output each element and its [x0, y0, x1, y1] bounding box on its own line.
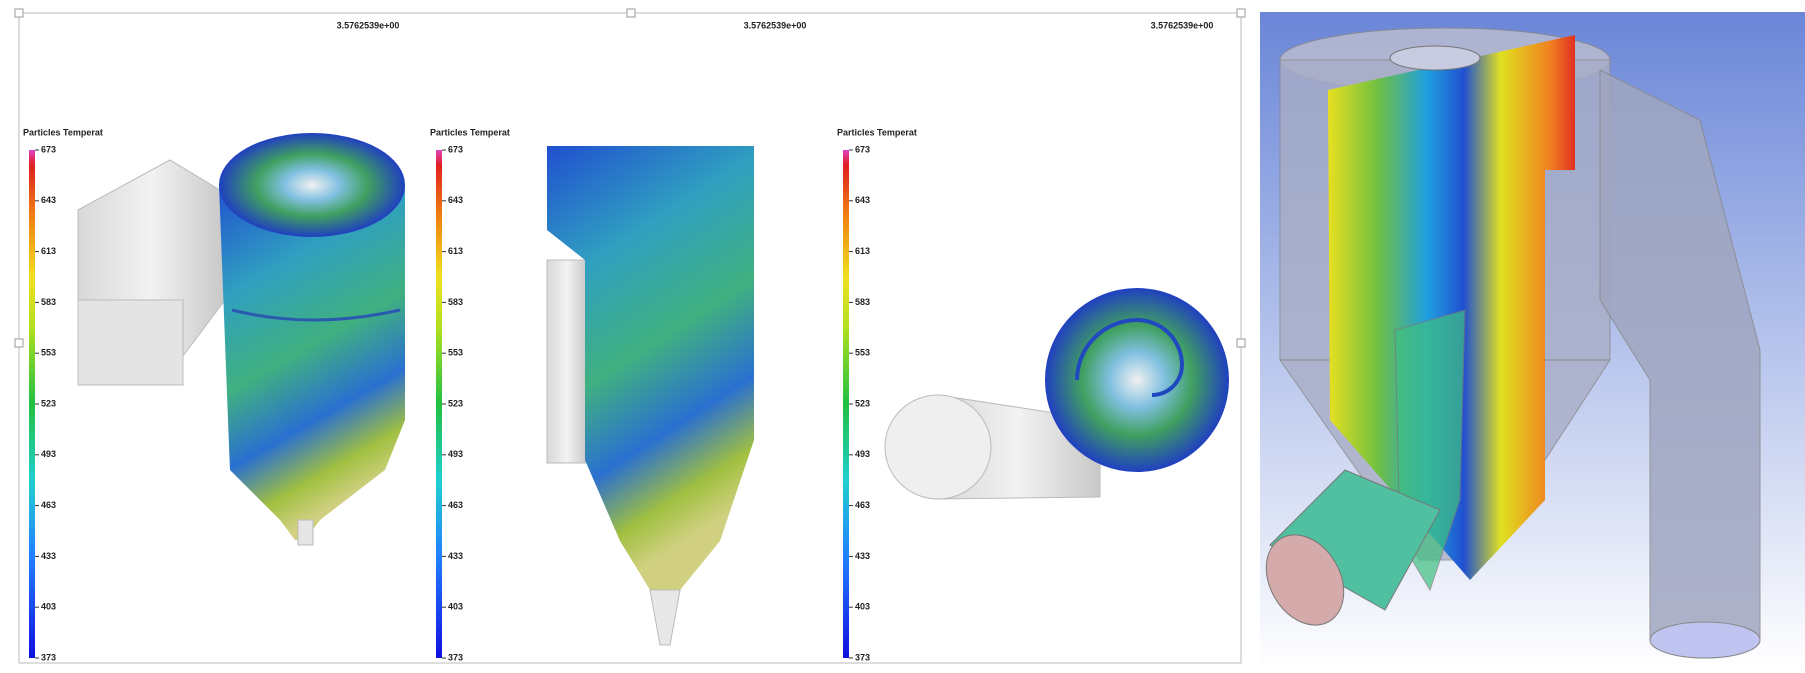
- colorbar-tick-label: 583: [855, 297, 870, 307]
- colorbar-tick-label: 403: [448, 602, 463, 612]
- cfd-cutaway-image: [1251, 12, 1805, 668]
- colorbar-tick-label: 403: [41, 602, 56, 612]
- time-label: 3.5762539e+00: [744, 20, 807, 30]
- colorbar-tick-label: 553: [855, 348, 870, 358]
- colorbar-tick-label: 433: [448, 551, 463, 561]
- colorbar: [29, 150, 35, 658]
- colorbar-tick-label: 553: [41, 348, 56, 358]
- colorbar-tick-label: 613: [448, 246, 463, 256]
- colorbar: [843, 150, 849, 658]
- colorbar-tick-label: 373: [448, 652, 463, 662]
- colorbar-tick-label: 433: [855, 551, 870, 561]
- colorbar-tick-label: 493: [448, 449, 463, 459]
- colorbar-tick-label: 613: [41, 246, 56, 256]
- colorbar-tick-label: 643: [448, 195, 463, 205]
- colorbar: [436, 150, 442, 658]
- colorbar-tick-label: 643: [855, 195, 870, 205]
- colorbar-tick-label: 553: [448, 348, 463, 358]
- colorbar-tick-label: 613: [855, 246, 870, 256]
- time-label: 3.5762539e+00: [1151, 20, 1214, 30]
- legend-title: Particles Temperat: [837, 127, 917, 137]
- colorbar-tick-label: 673: [448, 144, 463, 154]
- time-label: 3.5762539e+00: [337, 20, 400, 30]
- colorbar-tick-label: 403: [855, 602, 870, 612]
- colorbar-tick-label: 673: [41, 144, 56, 154]
- colorbar-tick-label: 523: [855, 398, 870, 408]
- screenshot: 3.5762539e+00 Particles Temperat 673 643 613…: [0, 0, 1805, 668]
- colorbar-tick-label: 493: [41, 449, 56, 459]
- colorbar-tick-label: 373: [41, 652, 56, 662]
- colorbar-tick-label: 583: [41, 297, 56, 307]
- colorbar-tick-label: 523: [448, 398, 463, 408]
- colorbar-tick-label: 673: [855, 144, 870, 154]
- colorbar-tick-label: 523: [41, 398, 56, 408]
- page: 3.5762539e+00 Particles Temperat 673 643 613…: [0, 0, 1805, 668]
- colorbar-tick-label: 463: [41, 500, 56, 510]
- colorbar-tick-label: 463: [448, 500, 463, 510]
- legend-title: Particles Temperat: [23, 127, 103, 137]
- colorbar-tick-label: 493: [855, 449, 870, 459]
- colorbar-tick-label: 643: [41, 195, 56, 205]
- colorbar-tick-label: 463: [855, 500, 870, 510]
- legend-title: Particles Temperat: [430, 127, 510, 137]
- colorbar-tick-label: 583: [448, 297, 463, 307]
- colorbar-tick-label: 433: [41, 551, 56, 561]
- colorbar-tick-label: 373: [855, 652, 870, 662]
